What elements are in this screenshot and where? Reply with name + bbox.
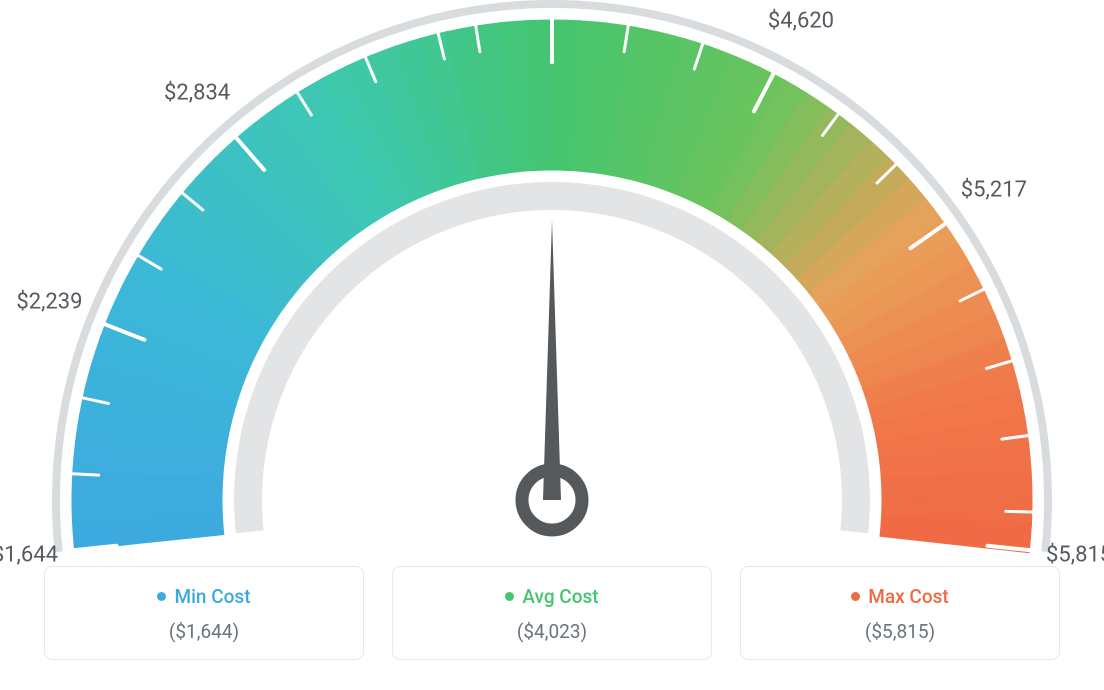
legend-row: Min Cost ($1,644) Avg Cost ($4,023) Max … xyxy=(0,566,1104,660)
legend-title-avg: Avg Cost xyxy=(403,585,701,608)
gauge-tick-label: $5,815 xyxy=(1046,543,1104,568)
dot-max-icon xyxy=(851,592,860,601)
legend-title-min: Min Cost xyxy=(55,585,353,608)
legend-card-avg: Avg Cost ($4,023) xyxy=(392,566,712,660)
gauge-tick-label: $2,834 xyxy=(164,81,230,106)
dot-avg-icon xyxy=(505,592,514,601)
legend-title-max: Max Cost xyxy=(751,585,1049,608)
gauge-tick-label: $2,239 xyxy=(16,290,82,315)
legend-card-min: Min Cost ($1,644) xyxy=(44,566,364,660)
gauge-tick-label: $5,217 xyxy=(961,177,1027,202)
legend-value-max: ($5,815) xyxy=(751,620,1049,643)
legend-value-min: ($1,644) xyxy=(55,620,353,643)
gauge-tick-label: $1,644 xyxy=(0,543,58,568)
legend-card-max: Max Cost ($5,815) xyxy=(740,566,1060,660)
gauge-tick-label: $4,620 xyxy=(768,8,834,33)
legend-label-min: Min Cost xyxy=(174,585,250,608)
legend-label-avg: Avg Cost xyxy=(522,585,598,608)
legend-label-max: Max Cost xyxy=(868,585,948,608)
dot-min-icon xyxy=(157,592,166,601)
legend-value-avg: ($4,023) xyxy=(403,620,701,643)
gauge-chart: $1,644$2,239$2,834$4,023$4,620$5,217$5,8… xyxy=(0,0,1104,560)
